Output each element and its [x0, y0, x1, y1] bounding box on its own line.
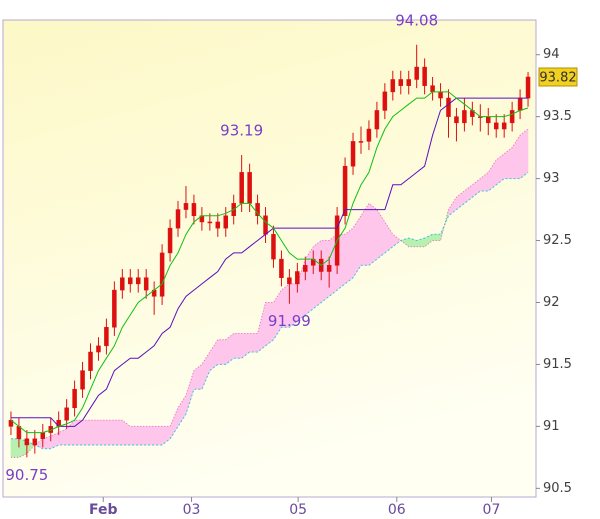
cloud-segment	[313, 240, 322, 310]
candle-body	[128, 277, 133, 285]
kijun-line	[11, 97, 528, 427]
x-tick-label: 06	[388, 502, 406, 518]
extreme-label: 93.19	[220, 122, 263, 140]
candle-body	[374, 110, 380, 130]
x-tick-label: 03	[183, 502, 201, 518]
cloud-segment	[98, 419, 107, 446]
candle-body	[430, 85, 435, 93]
cloud-segment	[10, 438, 20, 458]
candle-body	[215, 221, 221, 229]
cloud-segment	[519, 128, 529, 180]
y-tick-label: 94	[543, 47, 560, 62]
y-tick-label: 91.5	[543, 357, 572, 372]
candle-body	[96, 345, 101, 353]
cloud-segment	[137, 426, 147, 446]
candle-body	[247, 172, 252, 204]
candle-body	[382, 91, 388, 111]
candle-body	[112, 289, 117, 328]
candle-body	[414, 66, 419, 80]
candle-body	[223, 215, 228, 229]
span-a-line	[11, 172, 529, 450]
cloud-segment	[233, 333, 242, 359]
cloud-segment	[153, 426, 163, 446]
x-tick-label: Feb	[89, 502, 118, 518]
candle-body	[255, 203, 260, 217]
candle-body	[72, 388, 77, 409]
candle-body	[422, 66, 427, 86]
candle-body	[438, 91, 443, 99]
y-tick-label: 90.5	[543, 481, 572, 496]
candle-body	[462, 110, 467, 124]
candle-body	[263, 215, 268, 235]
y-tick-label: 93.5	[543, 109, 572, 124]
extreme-label: 90.75	[5, 466, 48, 484]
candle-body	[16, 426, 22, 440]
candle-body	[493, 122, 499, 130]
y-tick-label: 91	[543, 419, 560, 434]
candle-body	[358, 141, 364, 143]
y-tick-label: 92.5	[543, 233, 572, 248]
cloud-segment	[217, 339, 226, 365]
candle-body	[175, 209, 181, 229]
candle-body	[207, 221, 213, 224]
candle-body	[287, 277, 292, 285]
candle-body	[446, 97, 451, 117]
cloud-segment	[344, 227, 354, 285]
candle-body	[454, 116, 459, 124]
cloud-segment	[249, 333, 258, 353]
candle-body	[88, 351, 93, 371]
candle-body	[120, 277, 125, 291]
candle-body	[342, 165, 348, 217]
candle-body	[279, 258, 284, 278]
cloud-segment	[90, 419, 99, 446]
candle-body	[326, 265, 332, 272]
candle-body	[350, 141, 356, 167]
candle-body	[80, 370, 85, 390]
plot	[8, 44, 531, 458]
candle-body	[525, 76, 531, 99]
candle-body	[159, 252, 165, 297]
candle-body	[143, 277, 149, 291]
candle-body	[191, 203, 197, 217]
candle-body	[24, 438, 30, 446]
candle-body	[167, 227, 173, 254]
candle-body	[239, 172, 244, 204]
candle-body	[8, 419, 14, 427]
last-price-label: 93.82	[539, 70, 576, 85]
candle-body	[366, 128, 372, 142]
candle-body	[303, 265, 308, 272]
candle-body	[517, 97, 523, 111]
candle-body	[295, 271, 300, 285]
plot-frame	[2, 19, 537, 498]
x-tick-label: 05	[289, 502, 307, 518]
cloud-segment	[432, 234, 441, 241]
candle-body	[406, 79, 411, 86]
extreme-label: 94.08	[395, 11, 438, 29]
y-tick-label: 92	[543, 295, 560, 310]
y-tick-label: 93	[543, 171, 560, 186]
candle-body	[104, 327, 109, 347]
extreme-label: 91.99	[268, 312, 311, 330]
x-tick-label: 07	[483, 502, 501, 518]
cloud-segment	[130, 426, 139, 446]
candle-body	[486, 116, 491, 124]
candle-body	[398, 79, 404, 86]
cloud-segment	[114, 419, 123, 446]
candle-body	[64, 407, 69, 421]
last-price-box	[538, 67, 578, 87]
candle-body	[271, 234, 276, 260]
candle-body	[183, 203, 189, 210]
candle-body	[32, 438, 38, 446]
candle-body	[135, 277, 141, 285]
candle-body	[390, 79, 396, 93]
cloud-segment	[106, 419, 115, 446]
cloud-segment	[145, 426, 155, 446]
candle-body	[40, 432, 46, 440]
tenkan-line	[10, 91, 529, 434]
candle-body	[509, 110, 515, 124]
cloud-segment	[368, 202, 378, 266]
cloud-segment	[82, 419, 91, 446]
candle-body	[501, 122, 507, 130]
